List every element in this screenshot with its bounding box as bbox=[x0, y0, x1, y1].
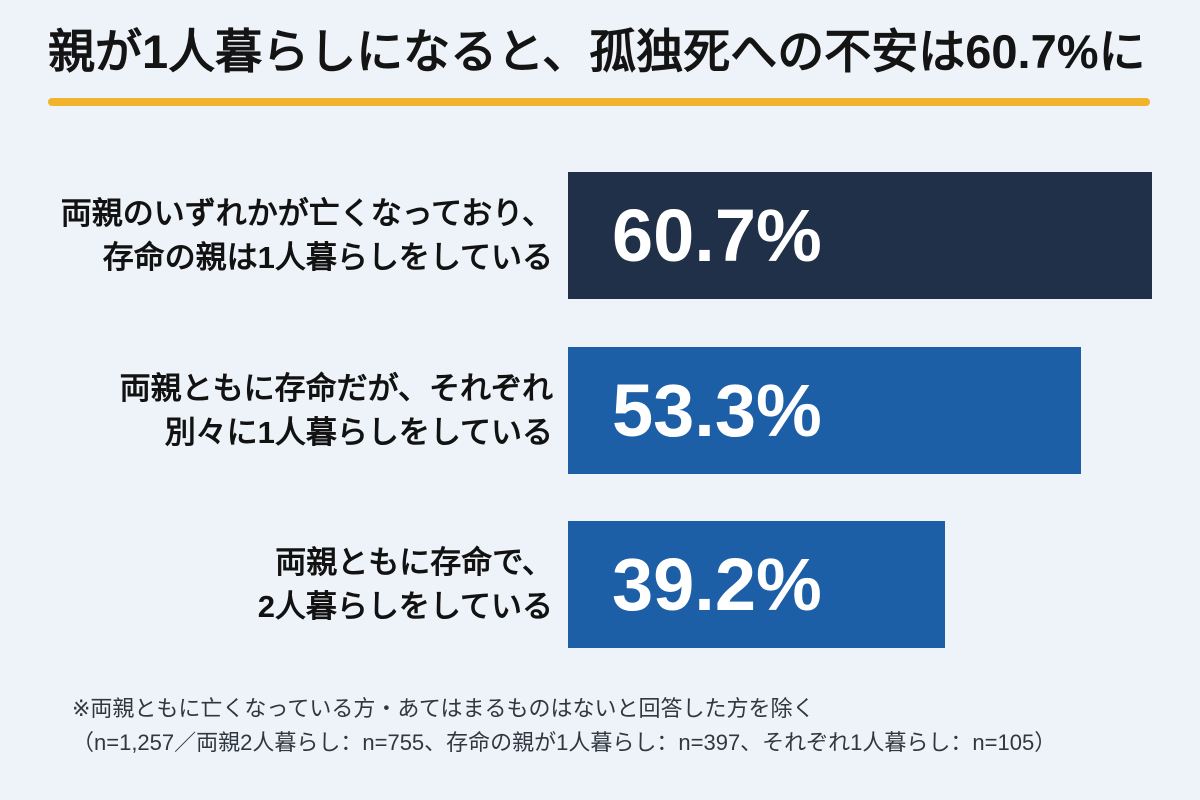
chart-row: 両親ともに存命だが、それぞれ 別々に1人暮らしをしている 53.3% bbox=[0, 347, 1200, 474]
category-label: 両親ともに存命だが、それぞれ 別々に1人暮らしをしている bbox=[119, 370, 553, 450]
bar: 53.3% bbox=[568, 347, 1081, 474]
category-label: 両親ともに存命で、 2人暮らしをしている bbox=[257, 544, 553, 624]
chart-row: 両親のいずれかが亡くなっており、 存命の親は1人暮らしをしている 60.7% bbox=[0, 172, 1200, 299]
footnote: ※両親ともに亡くなっている方・あてはまるものはないと回答した方を除く （n=1,… bbox=[72, 692, 1056, 760]
value-label: 60.7% bbox=[612, 194, 822, 277]
value-label: 53.3% bbox=[612, 369, 822, 452]
chart-row: 両親ともに存命で、 2人暮らしをしている 39.2% bbox=[0, 521, 1200, 648]
value-label: 39.2% bbox=[612, 543, 822, 626]
bar: 60.7% bbox=[568, 172, 1152, 299]
title-accent-line bbox=[48, 98, 1150, 106]
bar: 39.2% bbox=[568, 521, 945, 648]
category-label: 両親のいずれかが亡くなっており、 存命の親は1人暮らしをしている bbox=[60, 195, 553, 275]
footnote-line-1: ※両親ともに亡くなっている方・あてはまるものはないと回答した方を除く bbox=[72, 696, 815, 721]
footnote-line-2: （n=1,257／両親2人暮らし：n=755、存命の親が1人暮らし：n=397、… bbox=[72, 730, 1057, 755]
page-title: 親が1人暮らしになると、孤独死への不安は60.7%に bbox=[48, 25, 1146, 78]
